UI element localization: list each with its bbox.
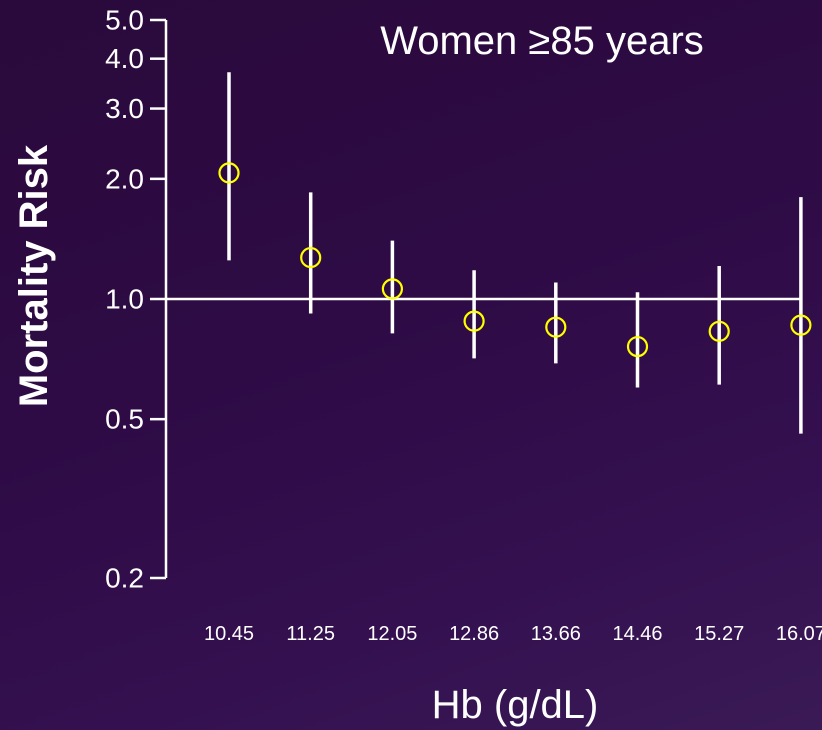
y-ticks: 0.2 0.5 1.0 2.0 3.0 4.0 5.0 xyxy=(105,5,166,594)
y-tick-label: 4.0 xyxy=(105,43,144,74)
x-tick-label: 12.05 xyxy=(367,623,417,645)
data-point xyxy=(708,320,730,342)
y-tick-label: 5.0 xyxy=(105,5,144,36)
x-tick-labels: 10.45 11.25 12.05 12.86 13.66 14.46 15.27 16.07 xyxy=(204,623,822,645)
y-tick-label: 2.0 xyxy=(105,163,144,194)
y-tick-label: 0.2 xyxy=(105,563,144,594)
data-point xyxy=(218,162,240,184)
y-tick-label: 1.0 xyxy=(105,284,144,315)
y-tick-label: 0.5 xyxy=(105,404,144,435)
x-tick-label: 16.07 xyxy=(776,623,822,645)
x-tick-label: 13.66 xyxy=(531,623,581,645)
y-axis-label: Mortality Risk xyxy=(12,144,56,407)
data-point xyxy=(463,310,485,332)
x-tick-label: 11.25 xyxy=(286,623,335,645)
x-tick-label: 10.45 xyxy=(204,623,254,645)
x-tick-label: 14.46 xyxy=(612,623,662,645)
chart-title: Women ≥85 years xyxy=(380,19,704,63)
data-points xyxy=(218,162,812,358)
data-point xyxy=(545,316,567,338)
data-point xyxy=(790,314,812,336)
x-tick-label: 12.86 xyxy=(449,623,499,645)
y-tick-label: 3.0 xyxy=(105,93,144,124)
data-point xyxy=(300,246,322,269)
x-axis-label: Hb (g/dL) xyxy=(432,683,599,727)
data-point xyxy=(381,278,403,300)
error-bars xyxy=(227,72,803,434)
x-tick-label: 15.27 xyxy=(694,623,744,645)
data-point xyxy=(626,335,649,358)
